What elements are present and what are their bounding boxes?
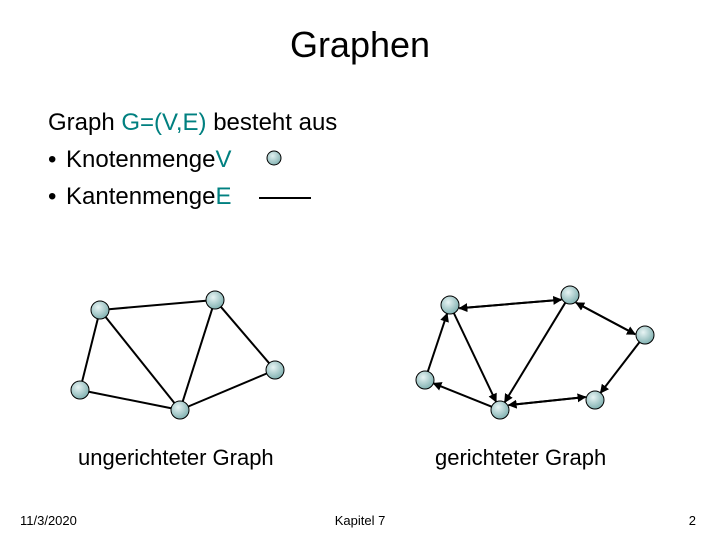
graph-edge bbox=[576, 303, 635, 335]
def-prefix: Graph bbox=[48, 109, 121, 136]
graph-edge bbox=[109, 301, 206, 309]
graph-node bbox=[171, 401, 189, 419]
bullet2-sym: E bbox=[215, 178, 231, 215]
definition-line: Graph G=(V,E) besteht aus bbox=[48, 104, 337, 141]
bullet-dot: • bbox=[48, 178, 66, 215]
graph-node bbox=[491, 401, 509, 419]
graph-node bbox=[71, 381, 89, 399]
bullet-2: • Kantenmenge E bbox=[48, 178, 337, 215]
graph-node bbox=[206, 291, 224, 309]
graph-node bbox=[416, 371, 434, 389]
definition-block: Graph G=(V,E) besteht aus • Knotenmenge … bbox=[48, 104, 337, 216]
graph-node bbox=[561, 286, 579, 304]
edge-icon bbox=[257, 178, 313, 215]
directed-graph bbox=[405, 280, 665, 430]
graph-edge bbox=[82, 319, 98, 382]
bullet-1: • Knotenmenge V bbox=[48, 141, 337, 178]
graph-edge bbox=[183, 309, 213, 402]
graph-node bbox=[441, 296, 459, 314]
graph-edge bbox=[428, 314, 447, 372]
graph-node bbox=[266, 361, 284, 379]
graph-edge bbox=[509, 397, 586, 405]
def-suffix: besteht aus bbox=[207, 109, 338, 136]
graph-edge bbox=[600, 342, 639, 393]
graph-node bbox=[586, 391, 604, 409]
caption-directed: gerichteter Graph bbox=[435, 445, 606, 471]
undirected-graph bbox=[60, 280, 300, 430]
bullet1-sym: V bbox=[215, 141, 231, 178]
graph-edge bbox=[89, 392, 171, 408]
def-formula: G=(V,E) bbox=[121, 109, 206, 136]
graph-edge bbox=[433, 383, 491, 406]
graph-edge bbox=[454, 313, 496, 402]
graph-edge bbox=[106, 317, 175, 403]
graph-node bbox=[91, 301, 109, 319]
graph-edge bbox=[459, 300, 561, 309]
caption-undirected: ungerichteter Graph bbox=[78, 445, 274, 471]
bullet-dot: • bbox=[48, 141, 66, 178]
bullet2-text: Kantenmenge bbox=[66, 178, 215, 215]
slide-title: Graphen bbox=[0, 0, 720, 66]
graph-node bbox=[636, 326, 654, 344]
bullet1-text: Knotenmenge bbox=[66, 141, 215, 178]
node-icon bbox=[265, 141, 283, 178]
footer-chapter: Kapitel 7 bbox=[335, 513, 386, 528]
footer-date: 11/3/2020 bbox=[20, 513, 77, 528]
graphs-area: ungerichteter Graph gerichteter Graph bbox=[0, 280, 720, 540]
footer-page: 2 bbox=[689, 513, 696, 528]
graph-edge bbox=[221, 307, 269, 363]
graph-edge bbox=[505, 303, 566, 403]
graph-edge bbox=[188, 373, 266, 406]
